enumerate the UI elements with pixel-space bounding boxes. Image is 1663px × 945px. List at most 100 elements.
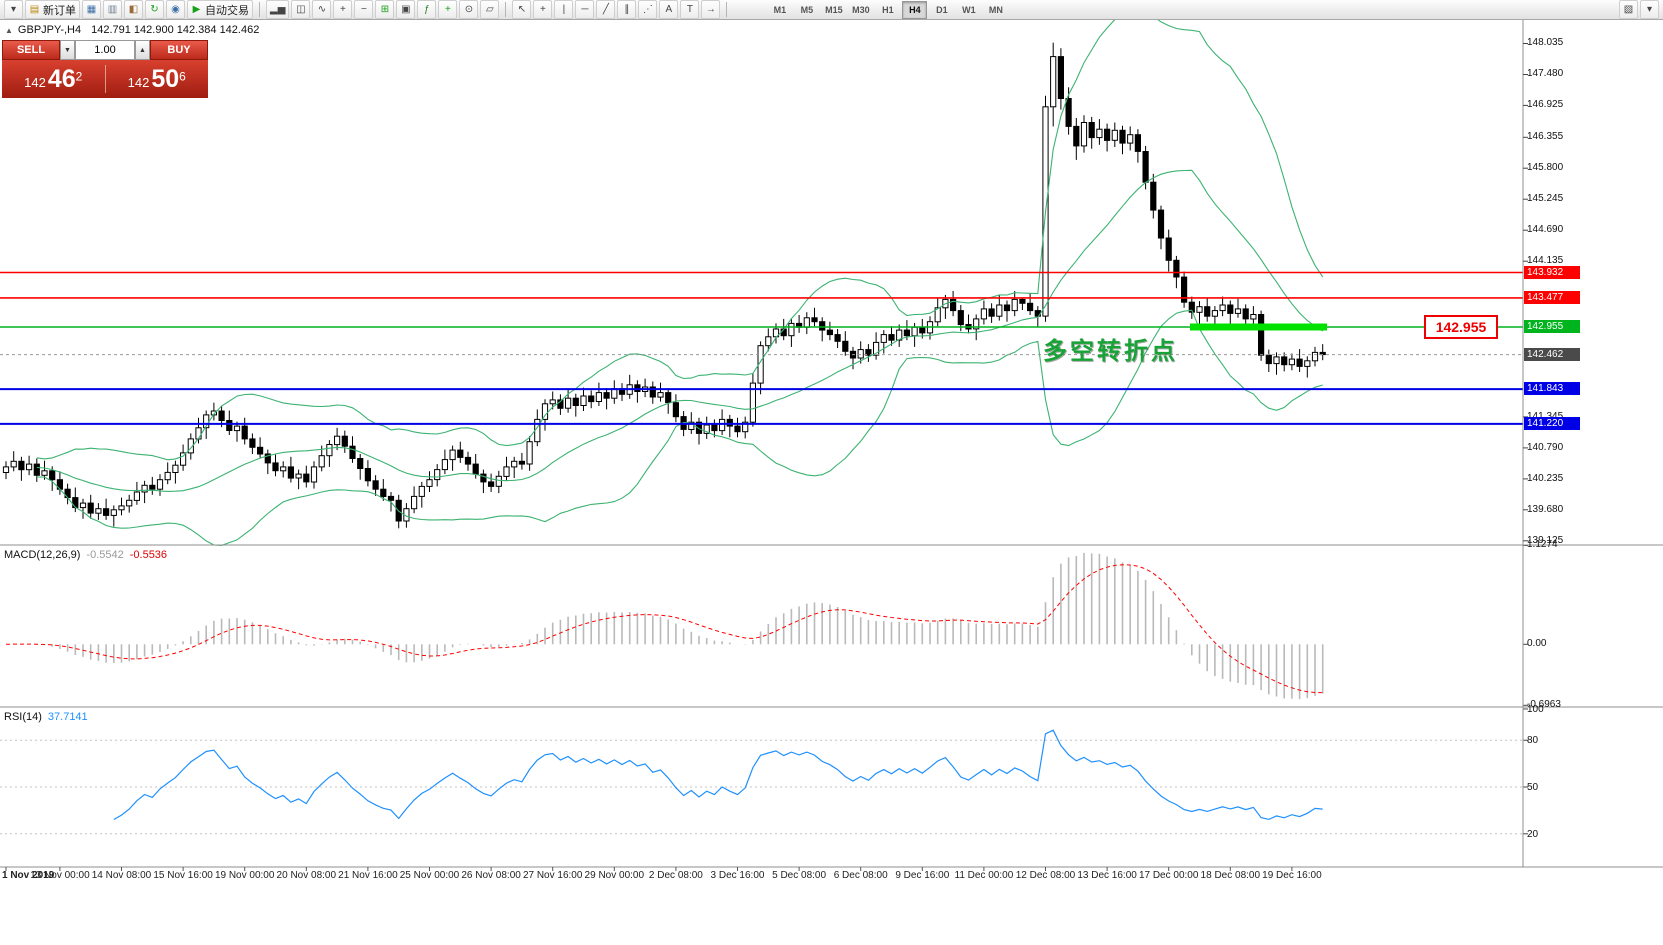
text-icon[interactable]: A bbox=[659, 0, 679, 19]
new-order-button[interactable]: ▤ 新订单 bbox=[25, 0, 80, 19]
sell-price-big: 46 bbox=[47, 64, 76, 93]
line-chart-mode-icon[interactable]: ∿ bbox=[312, 0, 332, 19]
periods-icon[interactable]: ⊙ bbox=[459, 0, 479, 19]
bar-chart-mode-icon: ▂▅ bbox=[270, 4, 286, 15]
autotrading-button-label: 自动交易 bbox=[205, 4, 249, 17]
toolbar-separator bbox=[726, 2, 728, 17]
trendline-icon: ╱ bbox=[602, 4, 609, 15]
time-axis-label: 13 Nov 00:00 bbox=[30, 870, 90, 881]
market-watch-icon: ▦ bbox=[86, 4, 97, 15]
autotrading-button[interactable]: ▶ 自动交易 bbox=[187, 0, 253, 19]
history-center-icon[interactable]: ◉ bbox=[166, 0, 185, 19]
new-order-button-label: 新订单 bbox=[43, 4, 76, 17]
trendline-icon[interactable]: ╱ bbox=[596, 0, 616, 19]
vertical-line-icon[interactable]: | bbox=[554, 0, 574, 19]
templates-icon[interactable]: ▱ bbox=[480, 0, 500, 19]
time-axis-label: 19 Dec 16:00 bbox=[1262, 870, 1322, 881]
buy-button[interactable]: BUY bbox=[150, 40, 208, 60]
timeframe-d1[interactable]: D1 bbox=[936, 4, 948, 15]
time-axis-label: 13 Dec 16:00 bbox=[1077, 870, 1137, 881]
text-label-icon[interactable]: T bbox=[680, 0, 700, 19]
macd-signal-value: -0.5536 bbox=[129, 549, 168, 561]
price-axis-tick: 144.690 bbox=[1527, 224, 1564, 236]
refresh-icon: ↻ bbox=[150, 4, 159, 15]
cascade-windows-icon: ▣ bbox=[401, 4, 411, 15]
window-menu-icon[interactable]: ▾ bbox=[1640, 0, 1659, 19]
window-menu-icon: ▾ bbox=[1646, 4, 1653, 15]
price-level-tag[interactable]: 142.955 bbox=[1524, 320, 1580, 334]
buy-price-base: 142 bbox=[127, 74, 150, 90]
fibonacci-icon[interactable]: ⋰ bbox=[638, 0, 658, 19]
price-level-tag[interactable]: 141.843 bbox=[1524, 382, 1580, 396]
equidistant-channel-icon: ∥ bbox=[624, 4, 630, 15]
crosshair-icon: + bbox=[539, 4, 546, 15]
rsi-axis-tick: 100 bbox=[1527, 704, 1544, 715]
sell-price-base: 142 bbox=[24, 74, 46, 90]
sell-price[interactable]: 142462 bbox=[2, 65, 105, 94]
timeframe-m1[interactable]: M1 bbox=[773, 4, 787, 15]
volume-input[interactable] bbox=[75, 40, 135, 60]
time-axis-label: 18 Dec 08:00 bbox=[1200, 870, 1261, 881]
chart-header: ▲ GBPJPY-,H4 142.791 142.900 142.384 142… bbox=[5, 24, 259, 36]
candlestick-mode-icon: ◫ bbox=[296, 4, 306, 15]
arrows-icon[interactable]: → bbox=[701, 0, 721, 19]
rsi-axis-tick: 20 bbox=[1527, 828, 1539, 840]
price-level-tag[interactable]: 141.220 bbox=[1524, 416, 1580, 430]
timeframe-h1[interactable]: H1 bbox=[882, 4, 894, 15]
equidistant-channel-icon[interactable]: ∥ bbox=[617, 0, 637, 19]
crosshair-icon[interactable]: + bbox=[533, 0, 553, 19]
price-axis-tick: 146.925 bbox=[1527, 99, 1564, 111]
chart-window-icon[interactable]: ▧ bbox=[1619, 0, 1638, 19]
autotrading-play-icon: ▶ bbox=[192, 4, 201, 15]
zoom-out-icon[interactable]: − bbox=[354, 0, 374, 19]
timeframe-m30[interactable]: M30 bbox=[852, 4, 870, 15]
timeframe-m15[interactable]: M15 bbox=[825, 4, 843, 15]
market-watch-icon[interactable]: ▦ bbox=[82, 0, 101, 19]
price-axis-tick: 147.480 bbox=[1527, 68, 1564, 80]
toolbar-separator bbox=[505, 2, 507, 17]
navigator-icon[interactable]: ◧ bbox=[124, 0, 143, 19]
timeframe-m5[interactable]: M5 bbox=[800, 4, 814, 15]
time-axis-label: 26 Nov 08:00 bbox=[461, 870, 521, 881]
time-axis-label: 6 Dec 08:00 bbox=[833, 870, 888, 881]
collapse-panel-icon[interactable]: ▲ bbox=[5, 25, 13, 35]
buy-price[interactable]: 142506 bbox=[106, 65, 209, 94]
timeframe-h4[interactable]: H4 bbox=[902, 0, 928, 19]
indicators-list-icon[interactable]: ƒ bbox=[417, 0, 437, 19]
time-axis-label: 25 Nov 00:00 bbox=[399, 870, 460, 881]
macd-axis-tick: 0.00 bbox=[1527, 638, 1547, 650]
data-window-icon[interactable]: ▥ bbox=[103, 0, 122, 19]
timeframe-w1[interactable]: W1 bbox=[962, 4, 976, 15]
cascade-windows-icon[interactable]: ▣ bbox=[396, 0, 416, 19]
time-axis-label: 12 Dec 08:00 bbox=[1015, 870, 1076, 881]
chart-symbol-label: GBPJPY-,H4 bbox=[17, 24, 82, 36]
chart-menu-icon[interactable]: ▾ bbox=[4, 0, 23, 19]
macd-name: MACD(12,26,9) bbox=[4, 549, 81, 561]
timeframe-mn[interactable]: MN bbox=[988, 4, 1003, 15]
tile-windows-icon[interactable]: ⊞ bbox=[375, 0, 395, 19]
data-window-icon: ▥ bbox=[107, 4, 118, 15]
volume-up-button[interactable]: ▲ bbox=[135, 40, 150, 60]
price-level-tag[interactable]: 143.932 bbox=[1524, 265, 1580, 279]
price-level-tag[interactable]: 143.477 bbox=[1524, 290, 1580, 304]
volume-down-button[interactable]: ▼ bbox=[60, 40, 75, 60]
zoom-in-icon[interactable]: + bbox=[333, 0, 353, 19]
time-axis-label: 14 Nov 08:00 bbox=[91, 870, 152, 881]
time-axis-label: 27 Nov 16:00 bbox=[522, 870, 583, 881]
price-level-label[interactable]: 142.955 bbox=[1424, 315, 1498, 339]
add-indicator-icon[interactable]: + bbox=[438, 0, 458, 19]
cursor-icon[interactable]: ↖ bbox=[512, 0, 532, 19]
bar-chart-mode-icon[interactable]: ▂▅ bbox=[266, 0, 290, 19]
candlestick-mode-icon[interactable]: ◫ bbox=[291, 0, 311, 19]
horizontal-line-icon[interactable]: ─ bbox=[575, 0, 595, 19]
refresh-icon[interactable]: ↻ bbox=[145, 0, 164, 19]
sell-button[interactable]: SELL bbox=[2, 40, 60, 60]
vertical-line-icon: | bbox=[562, 4, 566, 15]
time-axis-label: 11 Dec 00:00 bbox=[954, 870, 1014, 881]
macd-axis-tick: -0.6963 bbox=[1527, 699, 1561, 711]
templates-icon: ▱ bbox=[486, 4, 494, 15]
time-axis-label: 5 Dec 08:00 bbox=[772, 870, 827, 881]
current-price-tag: 142.462 bbox=[1524, 347, 1580, 361]
